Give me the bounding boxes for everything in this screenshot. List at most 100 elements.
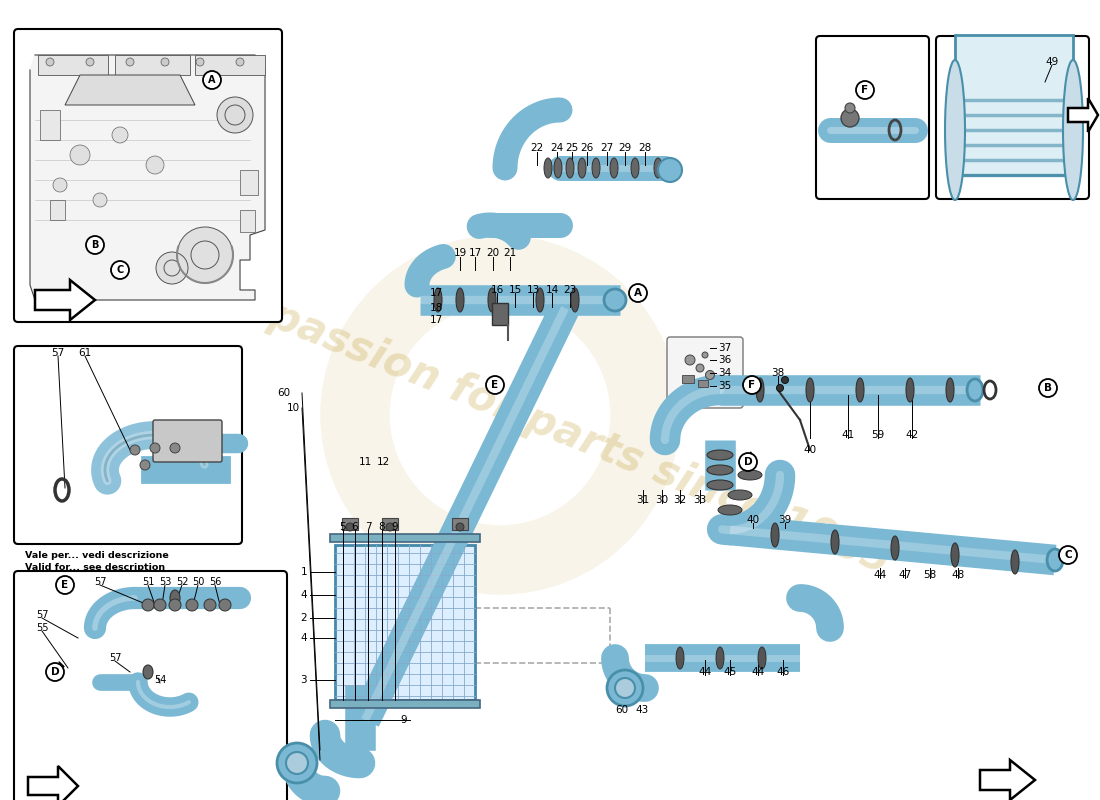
Circle shape <box>286 752 308 774</box>
Circle shape <box>142 599 154 611</box>
Ellipse shape <box>1063 60 1084 200</box>
Circle shape <box>226 105 245 125</box>
Text: 55: 55 <box>35 623 48 633</box>
Polygon shape <box>65 75 195 105</box>
Text: 45: 45 <box>724 667 737 677</box>
Text: 57: 57 <box>35 610 48 620</box>
Circle shape <box>56 576 74 594</box>
Text: 16: 16 <box>491 285 504 295</box>
Text: A: A <box>634 288 642 298</box>
Text: 28: 28 <box>638 143 651 153</box>
Text: 31: 31 <box>637 495 650 505</box>
Circle shape <box>126 58 134 66</box>
Text: 9: 9 <box>392 522 398 532</box>
Circle shape <box>607 670 644 706</box>
Text: 21: 21 <box>504 248 517 258</box>
Ellipse shape <box>856 378 864 402</box>
Ellipse shape <box>771 523 779 547</box>
Bar <box>330 700 480 708</box>
Circle shape <box>217 97 253 133</box>
Ellipse shape <box>738 470 762 480</box>
Circle shape <box>1059 546 1077 564</box>
Text: 57: 57 <box>109 653 121 663</box>
Circle shape <box>705 370 715 379</box>
Text: 53: 53 <box>158 577 172 587</box>
Ellipse shape <box>718 505 743 515</box>
Text: 61: 61 <box>78 348 91 358</box>
Text: 57: 57 <box>94 577 107 587</box>
Bar <box>342 518 358 530</box>
Ellipse shape <box>946 378 954 402</box>
Text: 56: 56 <box>209 577 221 587</box>
Ellipse shape <box>571 288 579 312</box>
Text: 47: 47 <box>899 570 912 580</box>
Ellipse shape <box>654 158 662 178</box>
Ellipse shape <box>806 378 814 402</box>
Circle shape <box>204 71 221 89</box>
Circle shape <box>94 193 107 207</box>
Bar <box>336 545 475 700</box>
Text: 4: 4 <box>300 590 307 600</box>
Text: 38: 38 <box>771 368 784 378</box>
Ellipse shape <box>434 288 442 312</box>
Ellipse shape <box>544 158 552 178</box>
Ellipse shape <box>758 647 766 669</box>
Text: 60: 60 <box>615 705 628 715</box>
Ellipse shape <box>170 590 180 606</box>
Polygon shape <box>35 280 95 320</box>
Text: F: F <box>748 380 756 390</box>
Text: 36: 36 <box>718 355 732 365</box>
Text: B: B <box>1044 383 1052 393</box>
Text: 22: 22 <box>530 143 543 153</box>
Bar <box>955 35 1072 175</box>
Ellipse shape <box>952 543 959 567</box>
Bar <box>452 518 468 530</box>
Text: 34: 34 <box>718 368 732 378</box>
Ellipse shape <box>554 158 562 178</box>
Ellipse shape <box>728 490 752 500</box>
Ellipse shape <box>578 158 586 178</box>
Circle shape <box>346 523 354 531</box>
Text: 42: 42 <box>905 430 918 440</box>
Bar <box>50 200 65 220</box>
Circle shape <box>156 252 188 284</box>
Text: 39: 39 <box>779 515 792 525</box>
Text: 35: 35 <box>718 381 732 391</box>
Ellipse shape <box>756 378 764 402</box>
Ellipse shape <box>592 158 600 178</box>
Ellipse shape <box>707 465 733 475</box>
Text: 57: 57 <box>52 348 65 358</box>
Circle shape <box>196 58 204 66</box>
Polygon shape <box>28 766 78 800</box>
Circle shape <box>685 355 695 365</box>
Text: 19: 19 <box>453 248 466 258</box>
Bar <box>682 375 694 383</box>
Circle shape <box>236 58 244 66</box>
Circle shape <box>739 453 757 471</box>
Text: 4: 4 <box>300 633 307 643</box>
Text: 40: 40 <box>747 515 760 525</box>
Circle shape <box>186 599 198 611</box>
Circle shape <box>140 460 150 470</box>
Text: 17: 17 <box>469 248 482 258</box>
Text: a passion for parts since 1985: a passion for parts since 1985 <box>223 278 896 582</box>
Text: 23: 23 <box>563 285 576 295</box>
Circle shape <box>845 103 855 113</box>
Text: 13: 13 <box>527 285 540 295</box>
FancyBboxPatch shape <box>816 36 930 199</box>
Circle shape <box>191 241 219 269</box>
Ellipse shape <box>891 536 899 560</box>
Text: 41: 41 <box>842 430 855 440</box>
Text: A: A <box>208 75 216 85</box>
Text: 44: 44 <box>873 570 887 580</box>
Text: C: C <box>117 265 123 275</box>
Text: 20: 20 <box>486 248 499 258</box>
Bar <box>330 534 480 542</box>
Circle shape <box>46 663 64 681</box>
Ellipse shape <box>456 288 464 312</box>
Circle shape <box>112 127 128 143</box>
Circle shape <box>615 678 635 698</box>
Text: 5: 5 <box>340 522 346 532</box>
Text: 17: 17 <box>430 288 443 298</box>
Circle shape <box>219 599 231 611</box>
